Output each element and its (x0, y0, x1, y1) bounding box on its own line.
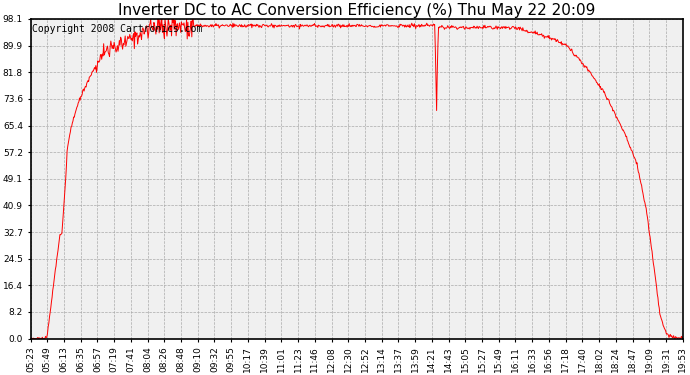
Text: Copyright 2008 Cartronics.com: Copyright 2008 Cartronics.com (32, 24, 202, 34)
Title: Inverter DC to AC Conversion Efficiency (%) Thu May 22 20:09: Inverter DC to AC Conversion Efficiency … (118, 3, 595, 18)
